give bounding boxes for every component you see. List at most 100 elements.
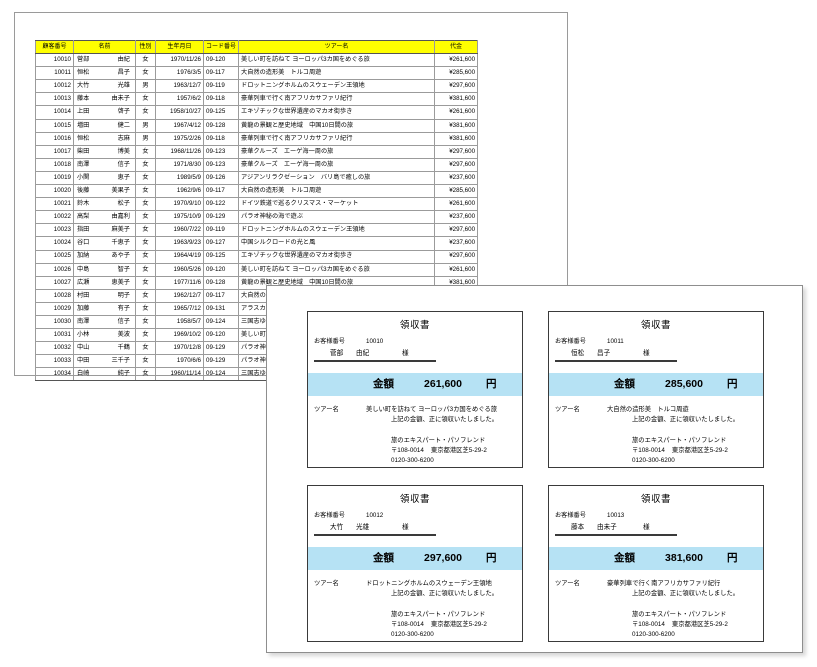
receipt-honorific: 様 xyxy=(643,349,650,357)
cell-customer-no: 10034 xyxy=(35,367,74,382)
cell-name-sei: 恒松 xyxy=(77,134,90,142)
receipt-amount-value: 285,600 xyxy=(665,377,703,390)
cell-gender: 女 xyxy=(135,236,156,251)
receipt-tour-label: ツアー名 xyxy=(314,580,339,588)
table-row[interactable]: 10024 谷口 千恵子女 1963/9/23 09-127 中国シルクロードの光と風 ¥2… xyxy=(35,236,479,251)
receipt-currency-unit: 円 xyxy=(727,551,738,564)
table-row[interactable]: 10019 小関 恵子女 1989/5/9 09-126 アジアンリラクゼーション バリ島… xyxy=(35,170,479,186)
receipt-customer-line: お客様番号 10012 xyxy=(308,511,522,520)
receipt-card[interactable]: 領収書 お客様番号 10010 菅部 由紀 様金額 261,600 円ツアー名 美しい町を訪ねて… xyxy=(307,311,523,468)
receipt-amount-value: 381,600 xyxy=(665,551,703,564)
receipt-tour-label: ツアー名 xyxy=(555,406,580,414)
receipt-address: 東京都港区芝5-29-2 xyxy=(671,447,728,455)
cell-name: 恒松 志麻 xyxy=(73,131,136,146)
cell-birthdate: 1977/11/6 xyxy=(155,275,204,290)
table-row[interactable]: 10013 藤本 由未子女 1957/6/2 09-118 豪華列車で行く南アフリカサファ… xyxy=(35,92,479,107)
table-row[interactable]: 10025 加納 あや子女 1964/4/19 09-125 エキゾチックな世界遺産のマカ… xyxy=(35,249,479,264)
cell-code-no: 09-119 xyxy=(202,79,240,94)
receipt-footer: 旅のエキスパート・パソフレンド 〒108-0014 東京都港区芝5-29-2 0120… xyxy=(308,436,522,467)
cell-price: ¥297,600 xyxy=(434,223,479,238)
table-row[interactable]: 10016 恒松 志麻男 1975/2/26 09-118 豪華列車で行く南アフリカサファ… xyxy=(35,131,479,146)
table-row[interactable]: 10017 柴田 博美女 1968/11/26 09-123 豪華クルーズ エーゲ海一周の… xyxy=(35,144,479,159)
cell-name-sei: 谷口 xyxy=(77,239,90,247)
receipt-acknowledgement: 上記の金額、正に領収いたしました。 xyxy=(391,590,499,598)
cell-code-no: 09-129 xyxy=(202,210,240,225)
cell-name-mei: 有子 xyxy=(117,304,130,312)
cell-name-sei: 南澤 xyxy=(77,317,90,325)
receipt-card[interactable]: 領収書 お客様番号 10012 大竹 光雄 様金額 297,600 円ツアー名 ドロットニングホ… xyxy=(307,485,523,642)
table-row[interactable]: 10021 鈴木 松子女 1970/9/10 09-122 ドイツ鉄道で巡るクリスマス・マ… xyxy=(35,197,479,212)
receipt-name-rule xyxy=(314,534,436,537)
cell-customer-no: 10015 xyxy=(35,118,74,133)
cell-name-mei: 由紀 xyxy=(117,56,130,64)
receipt-customer-no-label: お客様番号 xyxy=(555,512,586,520)
cell-name-sei: 小林 xyxy=(77,331,90,338)
cell-name-mei: 千恵子 xyxy=(111,239,130,247)
cell-customer-no: 10030 xyxy=(35,314,74,330)
cell-name: 南澤 信子 xyxy=(73,157,136,172)
cell-tour-name: アジアンリラクゼーション バリ島で癒しの旅 xyxy=(238,170,436,186)
receipt-name-mei: 昌子 xyxy=(597,349,611,357)
receipt-company: 旅のエキスパート・パソフレンド xyxy=(391,436,486,444)
cell-tour-name: エキゾチックな世界遺産のマカオ街歩き xyxy=(238,249,436,264)
cell-code-no: 09-120 xyxy=(202,262,240,277)
receipt-tour-line: ツアー名 ドロットニングホルムのスウェーデン王領地 xyxy=(308,579,522,588)
receipt-postal-code: 〒108-0014 xyxy=(632,621,665,629)
table-row[interactable]: 10026 中島 智子女 1960/5/26 09-120 美しい町を訪ねて ヨーロッパ3… xyxy=(35,262,479,277)
cell-name-mei: 健二 xyxy=(117,121,130,129)
table-row[interactable]: 10020 後藤 美果子女 1962/9/6 09-117 大自然の造形美 トルコ周遊 ¥2… xyxy=(35,184,479,199)
column-header-tour-name[interactable]: ツアー名 xyxy=(238,39,436,55)
cell-gender: 女 xyxy=(135,92,156,107)
cell-gender: 女 xyxy=(135,301,156,316)
customer-table[interactable]: 顧客番号 名前 性別 生年月日 コード番号 ツアー名 代金 10010 菅部 由紀女… xyxy=(35,39,479,382)
table-row[interactable]: 10015 増田 健二男 1967/4/12 09-128 黄龍の景観と歴史地域 中国10… xyxy=(35,118,479,133)
table-row[interactable]: 10011 恒松 昌子女 1976/3/5 09-117 大自然の造形美 トルコ周遊 ¥28… xyxy=(35,66,479,81)
cell-name-sei: 恒松 xyxy=(77,69,90,77)
receipt-address-line: 〒108-0014 東京都港区芝5-29-2 xyxy=(391,446,522,456)
cell-name: 上田 啓子 xyxy=(73,105,136,120)
cell-name-sei: 後藤 xyxy=(77,186,90,194)
cell-customer-no: 10028 xyxy=(35,288,74,303)
receipt-card[interactable]: 領収書 お客様番号 10011 恒松 昌子 様金額 285,600 円ツアー名 大自然の造形美 … xyxy=(548,311,764,468)
cell-name-sei: 中島 xyxy=(77,265,90,273)
cell-code-no: 09-123 xyxy=(202,144,240,159)
cell-tour-name: 中国シルクロードの光と風 xyxy=(238,236,436,251)
cell-tour-name: 大自然の造形美 トルコ周遊 xyxy=(238,184,436,199)
table-row[interactable]: 10022 高梨 由嘉利女 1975/10/9 09-129 パラオ神秘の海で遊ぶ ¥237… xyxy=(35,210,479,225)
table-row[interactable]: 10012 大竹 光雄男 1963/12/7 09-119 ドロットニングホルムのスウェー… xyxy=(35,79,479,94)
cell-name-mei: 志麻 xyxy=(117,134,130,142)
table-row[interactable]: 10018 南澤 信子女 1971/8/30 09-123 豪華クルーズ エーゲ海一周の旅… xyxy=(35,157,479,172)
receipt-name-sei: 菅部 xyxy=(330,349,344,357)
column-header-code-no[interactable]: コード番号 xyxy=(202,39,240,55)
customer-list-window[interactable]: 顧客番号 名前 性別 生年月日 コード番号 ツアー名 代金 10010 菅部 由紀女… xyxy=(14,12,568,382)
column-header-customer-no[interactable]: 顧客番号 xyxy=(35,39,74,55)
column-header-gender[interactable]: 性別 xyxy=(135,39,156,55)
receipt-postal-code: 〒108-0014 xyxy=(632,447,665,455)
receipt-name-mei: 由紀 xyxy=(356,349,370,357)
receipt-phone: 0120-300-6200 xyxy=(391,631,434,639)
cell-birthdate: 1958/10/27 xyxy=(155,105,204,120)
receipt-amount-band: 金額 261,600 円 xyxy=(308,373,522,397)
table-row[interactable]: 10010 菅部 由紀女 1970/11/26 09-120 美しい町を訪ねて ヨーロッパ… xyxy=(35,53,479,68)
cell-code-no: 09-123 xyxy=(202,157,240,172)
table-row[interactable]: 10014 上田 啓子女 1958/10/27 09-125 エキゾチックな世界遺産のマカ… xyxy=(35,105,479,120)
cell-name: 白崎 純子 xyxy=(73,367,136,382)
column-header-birthdate[interactable]: 生年月日 xyxy=(155,39,204,55)
table-row[interactable]: 10023 指田 麻美子女 1960/7/22 09-119 ドロットニングホルムのスウェ… xyxy=(35,223,479,238)
cell-tour-name: 豪華列車で行く南アフリカサファリ紀行 xyxy=(238,131,436,146)
receipt-currency-unit: 円 xyxy=(486,551,497,564)
column-header-name[interactable]: 名前 xyxy=(73,39,136,55)
receipt-card[interactable]: 領収書 お客様番号 10013 藤本 由未子 様金額 381,600 円ツアー名 豪華列車で行く… xyxy=(548,485,764,642)
cell-price: ¥261,600 xyxy=(434,262,479,277)
cell-price: ¥381,600 xyxy=(434,92,479,107)
receipt-tour-value: ドロットニングホルムのスウェーデン王領地 xyxy=(366,580,492,588)
receipt-postal-code: 〒108-0014 xyxy=(391,621,424,629)
cell-code-no: 09-118 xyxy=(202,131,240,146)
cell-name-sei: 小関 xyxy=(77,173,90,181)
cell-gender: 男 xyxy=(135,118,156,133)
column-header-price[interactable]: 代金 xyxy=(434,39,479,55)
cell-name: 後藤 美果子 xyxy=(73,184,136,199)
receipt-address-line: 〒108-0014 東京都港区芝5-29-2 xyxy=(632,620,763,630)
cell-gender: 女 xyxy=(135,262,156,277)
receipts-window[interactable]: 領収書 お客様番号 10010 菅部 由紀様金額 261,600 円ツアー名 美しい町を訪ねて… xyxy=(266,285,803,653)
